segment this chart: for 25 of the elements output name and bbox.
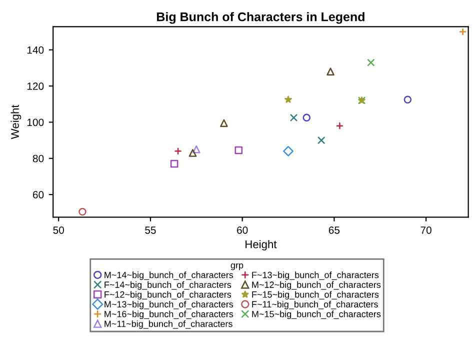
- y-tick-label: 120: [27, 82, 44, 90]
- legend-label: M~12~big_bunch_of_characters: [252, 281, 381, 290]
- legend-label: F~12~big_bunch_of_characters: [104, 291, 232, 300]
- x-tick-label: 70: [420, 226, 432, 234]
- legend-label: M~11~big_bunch_of_characters: [104, 320, 232, 329]
- chart-title: Big Bunch of Characters in Legend: [157, 12, 364, 24]
- y-axis-title: Weight: [10, 104, 22, 140]
- legend-label: F~11~big_bunch_of_characters: [252, 300, 378, 310]
- legend-label: F~13~big_bunch_of_characters: [252, 272, 379, 280]
- x-tick-label: 60: [237, 226, 248, 234]
- y-tick-label: 140: [27, 46, 44, 54]
- legend-label: F~14~big_bunch_of_characters: [104, 281, 232, 290]
- y-tick-label: 100: [27, 118, 44, 126]
- legend-title: grp: [230, 263, 244, 270]
- x-tick-label: 50: [53, 226, 64, 234]
- legend-label: M~16~big_bunch_of_characters: [104, 310, 234, 320]
- y-tick-label: 60: [33, 191, 44, 198]
- legend-label: M~15~big_bunch_of_characters: [252, 310, 381, 320]
- legend-label: M~13~big_bunch_of_characters: [104, 300, 234, 310]
- y-tick-label: 80: [32, 154, 44, 162]
- x-tick-label: 65: [328, 226, 340, 234]
- x-tick-label: 55: [145, 226, 156, 234]
- x-axis-title: Height: [246, 240, 277, 250]
- legend-label: M~14~big_bunch_of_characters: [104, 272, 234, 280]
- legend-label: F~15~big_bunch_of_characters: [252, 291, 379, 300]
